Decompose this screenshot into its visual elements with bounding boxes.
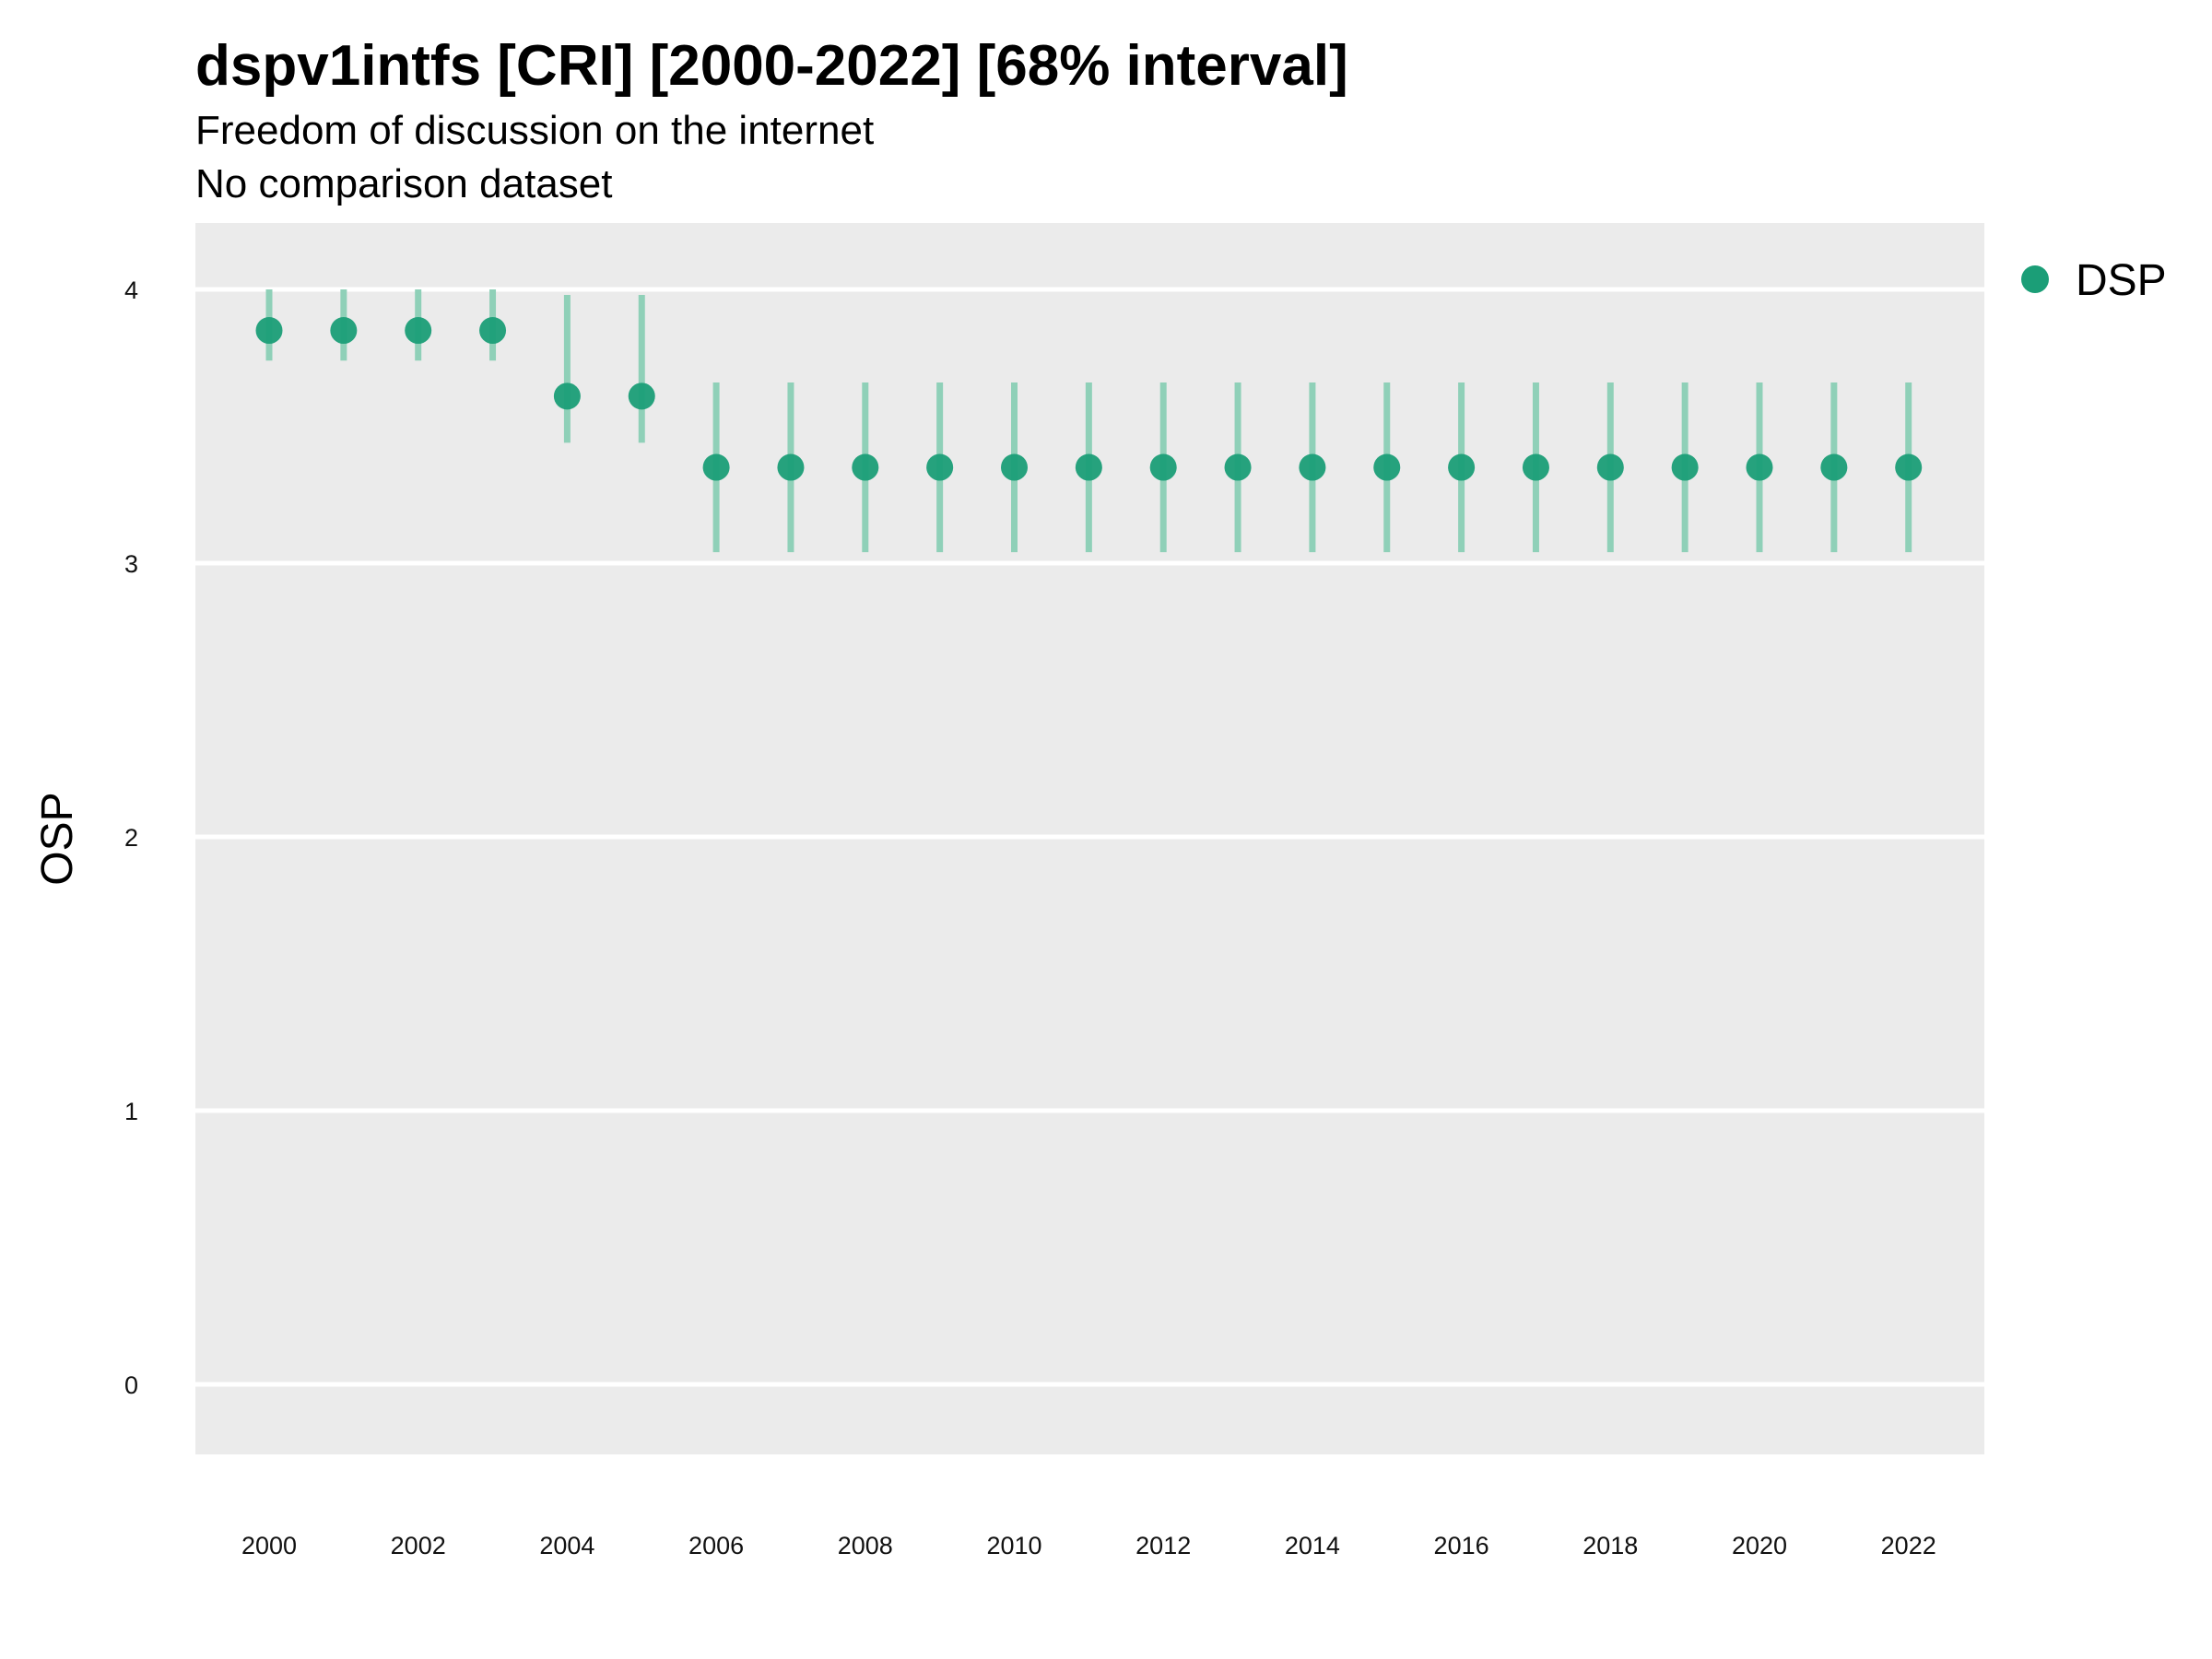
x-tick-label: 2002: [391, 1532, 446, 1559]
x-axis-ticks: 2000 2002 2004 2006 2008 2010 2012 2014 2016 2018…: [241, 1532, 1936, 1559]
x-tick-label: 2018: [1583, 1532, 1638, 1559]
y-tick-label: 2: [124, 824, 138, 852]
x-tick-label: 2004: [539, 1532, 594, 1559]
y-axis-title: OSP: [33, 792, 82, 885]
data-point: [479, 317, 507, 345]
data-point: [1671, 453, 1699, 481]
data-point: [1299, 453, 1326, 481]
data-point: [702, 453, 730, 481]
data-point: [1596, 453, 1624, 481]
x-tick-label: 2016: [1434, 1532, 1489, 1559]
data-point: [852, 453, 879, 481]
data-point: [1001, 453, 1028, 481]
y-axis-ticks: 0 1 2 3 4: [124, 276, 138, 1399]
legend: DSP: [2021, 256, 2167, 305]
data-point: [1895, 453, 1923, 481]
data-point: [1373, 453, 1401, 481]
x-tick-label: 2014: [1285, 1532, 1340, 1559]
data-point: [553, 382, 581, 410]
y-tick-label: 3: [124, 550, 138, 578]
y-tick-label: 1: [124, 1098, 138, 1125]
data-point: [330, 317, 358, 345]
data-point: [777, 453, 805, 481]
data-point: [1820, 453, 1848, 481]
data-point: [1746, 453, 1773, 481]
data-point: [1149, 453, 1177, 481]
x-tick-label: 2010: [986, 1532, 1041, 1559]
x-tick-label: 2012: [1135, 1532, 1191, 1559]
x-tick-label: 2022: [1881, 1532, 1936, 1559]
gridlines: [195, 287, 1984, 1387]
data-points: [255, 317, 1923, 481]
data-point: [926, 453, 954, 481]
data-point: [405, 317, 432, 345]
x-tick-label: 2000: [241, 1532, 297, 1559]
y-tick-label: 4: [124, 276, 138, 304]
y-tick-label: 0: [124, 1371, 138, 1399]
data-point: [1224, 453, 1252, 481]
chart-subtitle: Freedom of discussion on the internet: [195, 108, 874, 153]
data-point: [628, 382, 655, 410]
chart-title: dspv1intfs [CRI] [2000-2022] [68% interv…: [195, 34, 1348, 98]
legend-swatch-dsp: [2021, 265, 2049, 293]
legend-label-dsp: DSP: [2076, 256, 2167, 305]
chart-caption: No comparison dataset: [195, 161, 612, 206]
data-point: [1075, 453, 1102, 481]
data-point: [255, 317, 283, 345]
data-point: [1522, 453, 1549, 481]
x-tick-label: 2008: [838, 1532, 893, 1559]
x-tick-label: 2020: [1732, 1532, 1787, 1559]
data-point: [1448, 453, 1476, 481]
x-tick-label: 2006: [688, 1532, 744, 1559]
